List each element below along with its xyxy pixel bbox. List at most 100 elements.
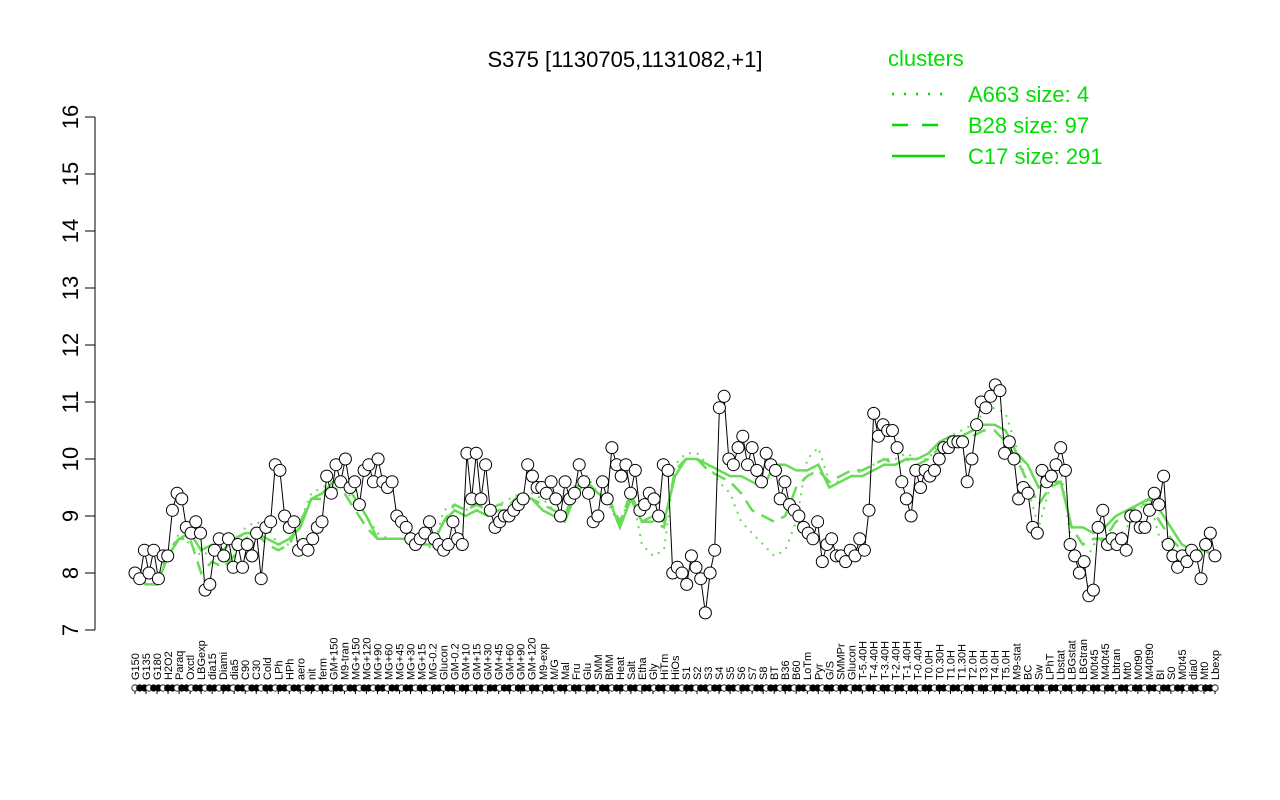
- x-tick-label: Mt0: [1199, 662, 1211, 680]
- x-tick-label: LBGtran: [1078, 639, 1090, 680]
- sample-point: [245, 549, 259, 563]
- sample-point: [582, 486, 595, 500]
- x-tick-label: LPhT: [1045, 653, 1057, 680]
- x-tick-label: Gly: [648, 663, 660, 680]
- x-tick-label: M0t45: [1177, 649, 1189, 680]
- sample-point: [652, 509, 666, 523]
- x-tick-label: GM+90: [516, 644, 528, 680]
- x-tick-label: T-1.40H: [901, 641, 913, 680]
- sample-point: [1086, 583, 1100, 597]
- sample-point: [479, 458, 493, 472]
- sample-point: [1007, 452, 1021, 466]
- sample-point: [731, 441, 745, 455]
- x-tick-label: C90: [240, 660, 252, 680]
- sample-point: [558, 475, 572, 489]
- x-tick-label: S6: [736, 667, 748, 680]
- sample-point: [661, 463, 675, 477]
- sample-point: [759, 446, 773, 460]
- x-tick-label: S1: [681, 667, 693, 680]
- sample-point: [825, 532, 839, 546]
- sample-point: [689, 560, 703, 574]
- x-tick-label: H2O2: [163, 651, 175, 680]
- sample-point: [895, 475, 909, 489]
- sample-point: [568, 486, 581, 500]
- sample-point: [853, 532, 867, 546]
- sample-point: [194, 526, 207, 540]
- x-tick-label: Fru: [571, 664, 583, 681]
- sample-point: [914, 481, 927, 494]
- sample-point: [320, 469, 334, 483]
- sample-point: [684, 549, 698, 563]
- sample-point: [133, 572, 147, 586]
- sample-point: [848, 549, 862, 563]
- sample-point: [306, 532, 320, 546]
- sample-point: [1035, 463, 1049, 477]
- sample-point: [1068, 549, 1082, 563]
- x-tick-label: G150: [130, 653, 142, 680]
- sample-point: [455, 538, 469, 551]
- y-tick-label: 16: [58, 105, 83, 129]
- x-tick-label: T1.0H: [946, 650, 958, 680]
- sample-point: [525, 469, 539, 483]
- x-tick-label: S3: [703, 667, 715, 680]
- x-tick-label: MG+150: [350, 638, 362, 681]
- sample-point: [1138, 520, 1152, 534]
- x-tick-label: dia15: [207, 653, 219, 680]
- sample-point: [778, 475, 792, 489]
- sample-point: [680, 577, 694, 591]
- sample-point: [1171, 560, 1185, 574]
- x-tick-label: M/G: [549, 659, 561, 680]
- sample-point: [750, 463, 764, 477]
- x-tick-label: MG+90: [372, 644, 384, 680]
- sample-point: [792, 509, 806, 523]
- sample-point: [899, 492, 913, 506]
- legend-label: A663 size: 4: [968, 82, 1089, 107]
- sample-point: [1049, 458, 1063, 472]
- legend-label: B28 size: 97: [968, 113, 1089, 138]
- sample-point: [984, 389, 998, 403]
- sample-point: [960, 475, 974, 489]
- x-tick-label: BMM: [604, 654, 616, 680]
- sample-point: [315, 515, 329, 529]
- x-tick-label: LBGexp: [196, 640, 208, 680]
- sample-point: [1054, 441, 1068, 455]
- x-tick-label: T-0.40H: [912, 641, 924, 680]
- x-tick-label: BI: [1155, 670, 1167, 680]
- x-tick-label: S2: [692, 667, 704, 680]
- x-tick-label: MG+30: [406, 644, 418, 680]
- x-tick-label: Sw: [1034, 665, 1046, 680]
- sample-point: [189, 515, 203, 529]
- x-tick-label: LoTm: [802, 652, 814, 680]
- sample-point: [624, 486, 638, 500]
- x-tick-label: T0.0H: [923, 650, 935, 680]
- x-tick-label: Pyr: [813, 663, 825, 680]
- sample-point: [1063, 538, 1077, 551]
- sample-point: [1077, 555, 1091, 569]
- sample-point: [371, 452, 385, 466]
- sample-point: [1044, 469, 1058, 483]
- sample-point: [352, 498, 366, 512]
- sample-point: [811, 515, 825, 529]
- sample-point: [965, 452, 979, 466]
- x-tick-label: Glucon: [439, 645, 451, 680]
- sample-point: [862, 503, 876, 517]
- sample-point: [1143, 503, 1156, 517]
- x-tick-label: GM-0.2: [450, 643, 462, 680]
- x-tick-label: B36: [780, 660, 792, 680]
- sample-point: [675, 566, 689, 580]
- sample-point: [979, 401, 993, 415]
- x-tick-label: T5.0H: [1001, 650, 1013, 680]
- sample-point: [1208, 549, 1222, 563]
- x-tick-label: T-4.40H: [868, 641, 880, 680]
- x-tick-label: HPh: [284, 659, 296, 680]
- sample-point: [698, 606, 712, 620]
- sample-point: [250, 526, 264, 540]
- sample-point: [755, 475, 768, 489]
- sample-point: [647, 492, 661, 506]
- x-tick-label: ferm: [317, 658, 329, 680]
- sample-point: [254, 572, 268, 586]
- x-tick-label: Glu: [582, 663, 594, 680]
- x-tick-label: S7: [747, 667, 759, 680]
- sample-point: [516, 492, 530, 506]
